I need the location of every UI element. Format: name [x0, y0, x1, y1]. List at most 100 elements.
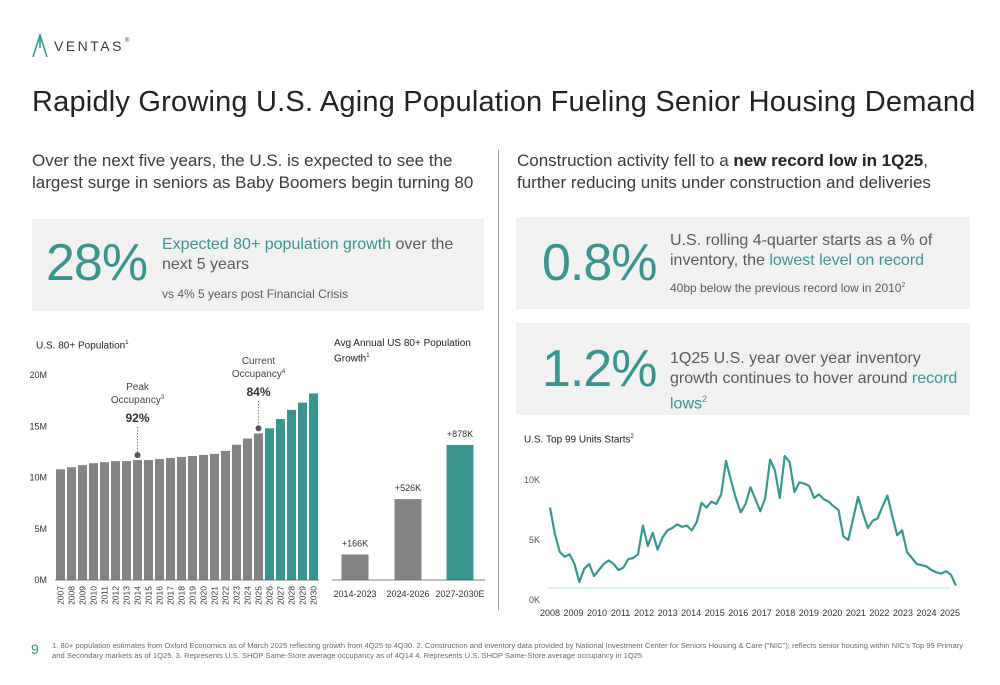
annotation-label-line: Current: [242, 356, 276, 367]
population-bar: [121, 461, 132, 580]
population-bar: [242, 438, 253, 580]
starts-y-tick-label: 10K: [524, 475, 540, 485]
kpi2-text-pre: 1Q25 U.S. year over year inventory growt…: [670, 350, 921, 387]
kpi-box-starts: 0.8% U.S. rolling 4-quarter starts as a …: [516, 217, 970, 309]
x-tick-label: 2020: [199, 586, 209, 605]
population-bar: [253, 433, 264, 580]
growth-bar-label: +526K: [395, 483, 421, 493]
column-divider: [498, 150, 499, 610]
kpi2-sup: 2: [702, 394, 708, 404]
annotation-dot: [134, 452, 141, 459]
population-bar: [209, 453, 220, 580]
kpi1-note: 40bp below the previous record low in 20…: [670, 281, 905, 295]
x-tick-label: 2028: [287, 586, 297, 605]
starts-x-tick-label: 2010: [587, 608, 607, 618]
starts-x-tick-label: 2019: [799, 608, 819, 618]
x-tick-label: 2014: [133, 586, 143, 605]
brand-mark: ®: [124, 38, 130, 44]
x-tick-label: 2008: [67, 586, 77, 605]
growth-x-label: 2014-2023: [333, 589, 376, 599]
right-subtitle-bold: new record low in 1Q25: [733, 151, 924, 170]
growth-bar: [446, 444, 474, 580]
x-tick-label: 2030: [309, 586, 319, 605]
annotation-label-line: Occupancy3: [111, 395, 165, 406]
starts-x-tick-label: 2013: [658, 608, 678, 618]
x-tick-label: 2012: [111, 586, 121, 605]
x-tick-label: 2016: [155, 586, 165, 605]
kpi2-value: 1.2%: [542, 340, 658, 398]
starts-x-tick-label: 2014: [681, 608, 701, 618]
kpi1-value: 0.8%: [542, 234, 658, 292]
growth-bar-label: +878K: [447, 429, 473, 439]
kpi-text-rest: over the next 5 years: [162, 236, 454, 273]
growth-bar: [394, 499, 422, 580]
y-tick-label: 15M: [29, 421, 47, 431]
x-tick-label: 2009: [78, 586, 88, 605]
kpi-highlight: Expected 80+ population growth: [162, 236, 392, 253]
x-tick-label: 2026: [265, 586, 275, 605]
starts-x-tick-label: 2016: [728, 608, 748, 618]
kpi1-text-pre: U.S. rolling 4-quarter starts as a % of …: [670, 232, 933, 269]
starts-x-tick-label: 2012: [634, 608, 654, 618]
annotation-label-line: Occupancy4: [232, 369, 286, 380]
growth-bar: [341, 554, 369, 580]
y-tick-label: 20M: [29, 370, 47, 380]
population-bar: [176, 457, 187, 580]
x-tick-label: 2022: [221, 586, 231, 605]
annotation-label-line: Peak: [126, 382, 150, 393]
starts-x-tick-label: 2025: [940, 608, 960, 618]
starts-x-tick-label: 2023: [893, 608, 913, 618]
annotation-dot: [255, 425, 262, 432]
kpi-value: 28%: [46, 234, 148, 292]
population-bar: [198, 454, 209, 580]
ventas-logo-mark-icon: [32, 34, 48, 58]
chart-population-title-text: U.S. 80+ Population: [36, 340, 126, 352]
growth-x-label: 2024-2026: [386, 589, 429, 599]
chart-starts-title-sup: 2: [630, 434, 634, 440]
annotation-value: 92%: [125, 411, 149, 425]
chart-population-title-sup: 1: [125, 340, 129, 346]
x-tick-label: 2025: [254, 586, 264, 605]
population-bar: [187, 455, 198, 580]
x-tick-label: 2007: [56, 586, 66, 605]
kpi-box-inventory: 1.2% 1Q25 U.S. year over year inventory …: [516, 323, 970, 415]
y-tick-label: 10M: [29, 473, 47, 483]
x-tick-label: 2023: [232, 586, 242, 605]
kpi2-text: 1Q25 U.S. year over year inventory growt…: [670, 349, 960, 414]
x-tick-label: 2019: [188, 586, 198, 605]
starts-x-tick-label: 2015: [705, 608, 725, 618]
y-tick-label: 0M: [34, 575, 47, 585]
x-tick-label: 2024: [243, 586, 253, 605]
starts-x-tick-label: 2011: [611, 608, 630, 618]
population-bar: [275, 419, 286, 580]
population-bar: [77, 465, 88, 580]
x-tick-label: 2021: [210, 586, 220, 605]
starts-x-tick-label: 2009: [564, 608, 584, 618]
x-tick-label: 2017: [166, 586, 176, 605]
starts-x-tick-label: 2024: [916, 608, 936, 618]
chart-growth-title: Avg Annual US 80+ Population Growth1: [334, 337, 484, 365]
kpi1-highlight: lowest level on record: [769, 252, 925, 269]
chart-growth-title-text: Avg Annual US 80+ Population Growth: [334, 338, 471, 365]
page-number: 9: [31, 641, 39, 657]
x-tick-label: 2029: [298, 586, 308, 605]
population-bar: [110, 461, 121, 580]
chart-starts-title-text: U.S. Top 99 Units Starts: [524, 434, 631, 446]
right-subtitle: Construction activity fell to a new reco…: [517, 150, 977, 194]
population-bar: [264, 428, 275, 580]
kpi2-highlight: record lows: [670, 370, 958, 413]
population-bar: [220, 450, 231, 580]
population-bar: [99, 462, 110, 580]
population-bar: [66, 467, 77, 580]
starts-x-tick-label: 2020: [822, 608, 842, 618]
kpi1-text: U.S. rolling 4-quarter starts as a % of …: [670, 231, 960, 271]
starts-x-tick-label: 2018: [775, 608, 795, 618]
kpi-text: Expected 80+ population growth over the …: [162, 235, 482, 275]
population-bar: [165, 458, 176, 580]
population-bar: [132, 460, 143, 580]
population-bar: [55, 469, 66, 580]
x-tick-label: 2010: [89, 586, 99, 605]
population-bar: [143, 460, 154, 580]
x-tick-label: 2018: [177, 586, 187, 605]
